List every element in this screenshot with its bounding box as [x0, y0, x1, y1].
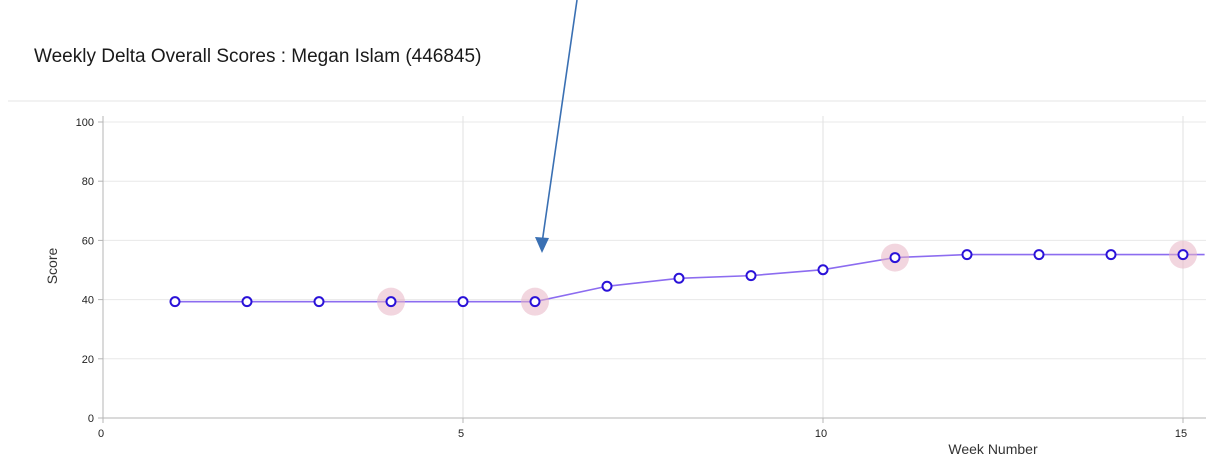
data-point-week-10: [817, 264, 829, 276]
data-point-week-15: [1177, 249, 1189, 261]
chart-title: Weekly Delta Overall Scores : Megan Isla…: [34, 46, 482, 67]
annotation-arrow-line: [541, 0, 578, 240]
y-axis-title: Score: [44, 248, 60, 285]
y-tick-label-100: 100: [76, 117, 94, 129]
grid-layer: [8, 100, 1206, 418]
data-point-week-8: [673, 272, 685, 284]
x-tick-label-15: 15: [1175, 428, 1187, 440]
y-tick-label-40: 40: [82, 295, 94, 307]
x-tick-label-0: 0: [98, 428, 104, 440]
data-point-week-1: [169, 296, 181, 308]
data-point-week-9: [745, 270, 757, 282]
axis-layer: 0 20 40 60 80 100 0 5 10 15 Score Week Number: [44, 116, 1206, 457]
data-point-week-14: [1105, 249, 1117, 261]
y-tick-label-20: 20: [82, 354, 94, 366]
y-tick-label-0: 0: [88, 413, 94, 425]
data-point-week-13: [1033, 249, 1045, 261]
data-point-week-3: [313, 296, 325, 308]
data-point-week-7: [601, 280, 613, 292]
x-tick-label-10: 10: [815, 428, 827, 440]
x-tick-label-5: 5: [458, 428, 464, 440]
annotation-layer: [535, 0, 578, 253]
annotation-arrow-head: [535, 237, 549, 253]
y-tick-label-80: 80: [82, 176, 94, 188]
data-point-week-12: [961, 249, 973, 261]
data-point-week-5: [457, 296, 469, 308]
series-layer: [169, 240, 1205, 316]
x-axis-title: Week Number: [948, 441, 1038, 457]
y-tick-label-60: 60: [82, 235, 94, 247]
data-point-week-11: [889, 252, 901, 264]
data-point-week-6: [529, 296, 541, 308]
data-point-week-4: [385, 296, 397, 308]
data-point-week-2: [241, 296, 253, 308]
series-line: [175, 253, 1205, 303]
